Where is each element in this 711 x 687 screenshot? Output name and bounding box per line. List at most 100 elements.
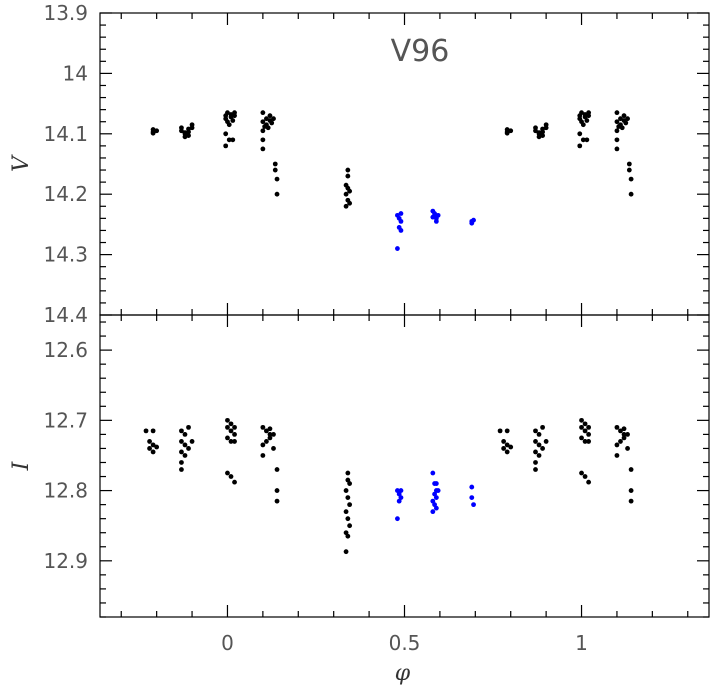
- data-point-black: [228, 421, 234, 427]
- data-point-black: [618, 439, 623, 444]
- data-point-black: [186, 424, 191, 430]
- data-point-black: [579, 470, 584, 476]
- data-point-black: [626, 161, 632, 167]
- data-point-black: [343, 203, 349, 209]
- data-point-black: [274, 191, 280, 197]
- data-point-black: [274, 488, 280, 493]
- y-tick-label: 12.8: [43, 479, 88, 503]
- data-point-black: [260, 146, 266, 152]
- data-point-black: [230, 137, 236, 143]
- data-point-black: [533, 467, 538, 472]
- data-point-black: [272, 167, 278, 173]
- data-point-black: [267, 113, 273, 119]
- data-point-black: [230, 118, 236, 123]
- data-point-black: [614, 146, 620, 152]
- data-point-black: [621, 435, 627, 441]
- data-point-black: [508, 444, 514, 450]
- data-point-black: [179, 460, 184, 465]
- data-point-black: [223, 143, 229, 149]
- data-point-black: [343, 488, 349, 493]
- data-point-black: [586, 431, 592, 437]
- data-point-black: [628, 467, 634, 472]
- data-point-black: [621, 431, 627, 437]
- y-tick-label: 12.7: [43, 408, 88, 432]
- data-point-black: [504, 428, 510, 434]
- data-point-black: [614, 424, 620, 430]
- y-tick-label: 12.9: [43, 549, 88, 573]
- data-point-black: [228, 428, 234, 434]
- data-point-black: [179, 128, 184, 134]
- data-point-black: [582, 474, 588, 479]
- data-point-black: [154, 444, 160, 450]
- y-tick-label: 14.4: [43, 303, 88, 327]
- data-point-black: [582, 421, 588, 427]
- data-point-black: [264, 428, 269, 434]
- data-point-black: [616, 124, 622, 129]
- data-point-black: [186, 446, 191, 451]
- data-point-black: [345, 495, 351, 501]
- data-point-black: [580, 122, 586, 128]
- x-tick-label: 0.5: [389, 631, 421, 655]
- data-point-black: [225, 110, 230, 116]
- data-point-black: [628, 176, 634, 182]
- data-point-blue: [433, 495, 439, 501]
- y-tick-label: 14.2: [43, 182, 88, 206]
- data-point-black: [614, 119, 620, 125]
- data-point-black: [179, 428, 184, 434]
- data-point-black: [347, 481, 353, 486]
- y-axis-title: I: [9, 460, 34, 471]
- data-point-black: [540, 446, 545, 451]
- data-point-black: [260, 442, 266, 448]
- data-point-black: [269, 120, 275, 126]
- data-point-black: [186, 133, 191, 139]
- data-point-black: [343, 509, 349, 515]
- data-point-black: [182, 453, 188, 458]
- data-point-blue: [430, 470, 436, 476]
- y-tick-label: 12.6: [43, 338, 88, 362]
- data-point-black: [232, 431, 237, 437]
- i-band-panel: 12.6 12.7 12.8 12.9 0 0.5 1 Iφ: [9, 314, 710, 686]
- data-point-black: [267, 426, 273, 432]
- data-point-blue: [430, 214, 436, 220]
- data-point-blue: [396, 498, 402, 504]
- y-axis-title: V: [9, 154, 34, 172]
- data-point-black: [143, 428, 149, 434]
- data-point-black: [618, 116, 623, 122]
- data-point-black: [508, 128, 514, 134]
- data-point-blue: [430, 509, 436, 515]
- data-point-blue: [435, 488, 441, 493]
- x-axis-title: φ: [395, 661, 411, 686]
- data-point-black: [533, 460, 538, 465]
- data-point-black: [579, 417, 584, 423]
- y-tick-label: 14: [63, 61, 88, 85]
- data-point-black: [150, 449, 156, 455]
- data-point-black: [347, 523, 353, 529]
- data-point-blue: [469, 484, 475, 490]
- data-point-black: [614, 442, 620, 448]
- data-point-black: [345, 173, 351, 179]
- data-point-black: [260, 424, 266, 430]
- data-point-black: [345, 516, 351, 522]
- data-point-blue: [395, 246, 400, 251]
- data-point-black: [154, 128, 160, 134]
- data-point-black: [343, 549, 349, 555]
- data-point-black: [232, 439, 237, 444]
- data-point-blue: [398, 211, 404, 216]
- data-point-black: [582, 439, 588, 444]
- data-point-black: [228, 474, 234, 479]
- data-point-black: [150, 442, 156, 448]
- data-point-black: [584, 137, 590, 143]
- data-point-black: [147, 439, 152, 444]
- data-point-black: [586, 439, 592, 444]
- data-point-black: [260, 137, 266, 143]
- data-point-black: [232, 113, 237, 119]
- data-point-black: [225, 424, 230, 430]
- data-point-black: [628, 191, 634, 197]
- data-point-black: [614, 128, 620, 134]
- data-point-black: [345, 533, 351, 539]
- data-point-black: [225, 435, 230, 441]
- data-point-black: [586, 479, 592, 485]
- data-point-black: [586, 113, 592, 119]
- data-point-black: [584, 118, 590, 123]
